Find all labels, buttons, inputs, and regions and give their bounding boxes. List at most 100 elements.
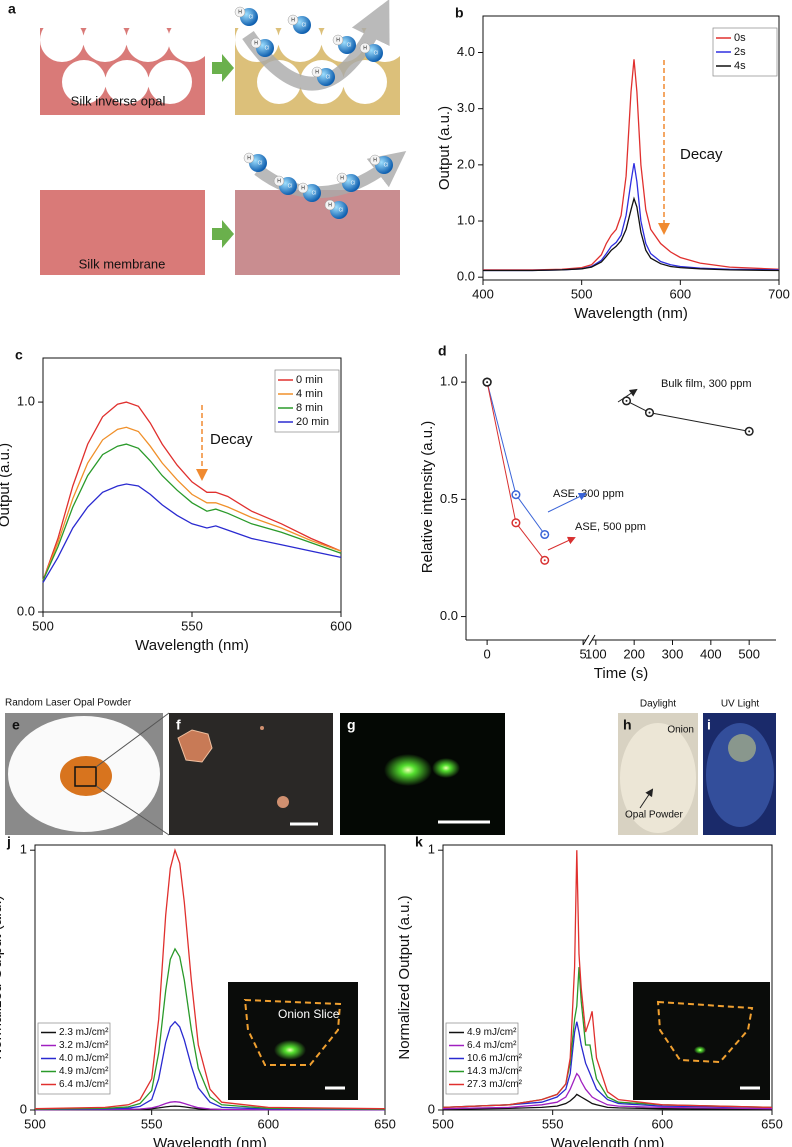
legend-label: 4.9 mJ/cm² bbox=[59, 1066, 109, 1077]
x-tick-label: 100 bbox=[585, 646, 607, 661]
series-label: ASE, 500 ppm bbox=[575, 521, 646, 533]
atom-label: H bbox=[336, 37, 340, 43]
y-tick-label: 1.0 bbox=[440, 374, 458, 389]
x-tick-label: 500 bbox=[571, 286, 593, 301]
legend-label: 4.0 mJ/cm² bbox=[59, 1053, 109, 1064]
x-tick-label: 500 bbox=[738, 646, 760, 661]
panel-label: b bbox=[455, 5, 464, 21]
diagram-label: Silk inverse opal bbox=[71, 93, 166, 108]
atom-label: Cl bbox=[249, 14, 254, 20]
atom-label: H bbox=[254, 40, 258, 46]
series-line bbox=[34, 947, 386, 1110]
powder bbox=[60, 756, 112, 796]
connector bbox=[486, 382, 517, 523]
panel-label: h bbox=[623, 717, 632, 733]
panel-label: d bbox=[438, 343, 447, 359]
photo-note: Opal Powder bbox=[625, 810, 683, 821]
y-axis-title: Normalized Output (a.u.) bbox=[396, 895, 413, 1059]
data-point bbox=[621, 396, 632, 406]
molecule-h bbox=[332, 34, 344, 46]
x-tick-label: 200 bbox=[623, 646, 645, 661]
x-tick-label: 300 bbox=[662, 646, 684, 661]
zoom-box bbox=[74, 766, 97, 787]
inset-photo bbox=[633, 982, 770, 1100]
legend-label: 6.4 mJ/cm² bbox=[59, 1079, 109, 1090]
molecule-h bbox=[297, 182, 309, 194]
atom-label: H bbox=[247, 155, 251, 161]
atom-label: Cl bbox=[288, 183, 293, 189]
y-axis-title: Normalized Output (a.u.) bbox=[0, 895, 5, 1059]
legend-label: 3.2 mJ/cm² bbox=[59, 1040, 109, 1051]
legend-label: 4.9 mJ/cm² bbox=[467, 1027, 517, 1038]
legend-label: 0 min bbox=[296, 374, 323, 386]
series-line bbox=[34, 848, 386, 1110]
y-tick-label: 0.0 bbox=[457, 269, 475, 284]
series-line bbox=[442, 850, 773, 1109]
photo-title: Daylight bbox=[640, 699, 676, 710]
panel-label: a bbox=[8, 1, 16, 17]
legend-label: 4s bbox=[734, 60, 746, 72]
marker-dot bbox=[648, 411, 651, 414]
atom-label: Cl bbox=[374, 50, 379, 56]
x-tick-label: 400 bbox=[700, 646, 722, 661]
atom-label: H bbox=[328, 202, 332, 208]
panel-a: a Silk inverse opal Silk membrane bbox=[8, 0, 407, 275]
legend-label: 6.4 mJ/cm² bbox=[467, 1040, 517, 1051]
molecule-h bbox=[311, 66, 323, 78]
data-point bbox=[511, 518, 521, 528]
atom-label: Cl bbox=[351, 180, 356, 186]
pointer bbox=[639, 788, 654, 809]
series-line bbox=[442, 1093, 773, 1110]
x-tick-label: 650 bbox=[374, 1116, 396, 1131]
series-line bbox=[34, 1020, 386, 1111]
panel-label: i bbox=[707, 717, 711, 733]
molecule-h bbox=[324, 199, 336, 211]
y-tick-label: 1 bbox=[20, 842, 27, 857]
y-tick-label: 1.0 bbox=[457, 212, 475, 227]
molecule-h bbox=[287, 14, 299, 26]
panel-label: c bbox=[15, 347, 23, 363]
atom-label: Cl bbox=[326, 74, 331, 80]
x-axis-title: Wavelength (nm) bbox=[135, 637, 249, 654]
legend-label: 10.6 mJ/cm² bbox=[467, 1053, 523, 1064]
photos: Random Laser Opal Powder Daylight UV Lig… bbox=[5, 698, 776, 836]
diagram-label: Silk membrane bbox=[79, 256, 166, 271]
plot-frame bbox=[34, 844, 386, 1111]
annotation: Onion Slice bbox=[278, 1007, 340, 1021]
legend-label: 14.3 mJ/cm² bbox=[467, 1066, 523, 1077]
atom-label: H bbox=[373, 157, 377, 163]
annotation: Decay bbox=[680, 146, 723, 163]
zoom-line bbox=[95, 785, 170, 836]
y-tick-label: 1.0 bbox=[17, 394, 35, 409]
x-tick-label: 600 bbox=[330, 618, 352, 633]
photo-note: Onion bbox=[667, 725, 694, 736]
panel-label: e bbox=[12, 717, 20, 733]
atom-label: H bbox=[315, 69, 319, 75]
atom-label: Cl bbox=[339, 207, 344, 213]
glow bbox=[694, 1046, 706, 1054]
atom-label: H bbox=[238, 9, 242, 15]
series-line bbox=[442, 1021, 773, 1109]
particle bbox=[177, 729, 213, 763]
atom-label: Cl bbox=[258, 160, 263, 166]
molecule-h bbox=[234, 6, 246, 18]
connector bbox=[515, 494, 546, 535]
outline bbox=[656, 1000, 754, 1064]
annotation: Decay bbox=[210, 431, 253, 448]
plot-frame bbox=[482, 15, 780, 281]
legend-label: 4 min bbox=[296, 388, 323, 400]
x-tick-label: 550 bbox=[542, 1116, 564, 1131]
y-tick-label: 0 bbox=[428, 1101, 435, 1116]
x-axis-title: Wavelength (nm) bbox=[153, 1135, 267, 1147]
x-tick-label: 650 bbox=[761, 1116, 783, 1131]
y-tick-label: 0.5 bbox=[440, 491, 458, 506]
label-arrow bbox=[617, 388, 638, 403]
atom-label: H bbox=[340, 175, 344, 181]
data-point bbox=[482, 377, 492, 387]
y-tick-label: 4.0 bbox=[457, 44, 475, 59]
series-line bbox=[483, 163, 780, 272]
flow-arrow bbox=[254, 150, 407, 199]
atom-label: H bbox=[363, 45, 367, 51]
marker-dot bbox=[486, 381, 489, 384]
legend-label: 20 min bbox=[296, 416, 329, 428]
